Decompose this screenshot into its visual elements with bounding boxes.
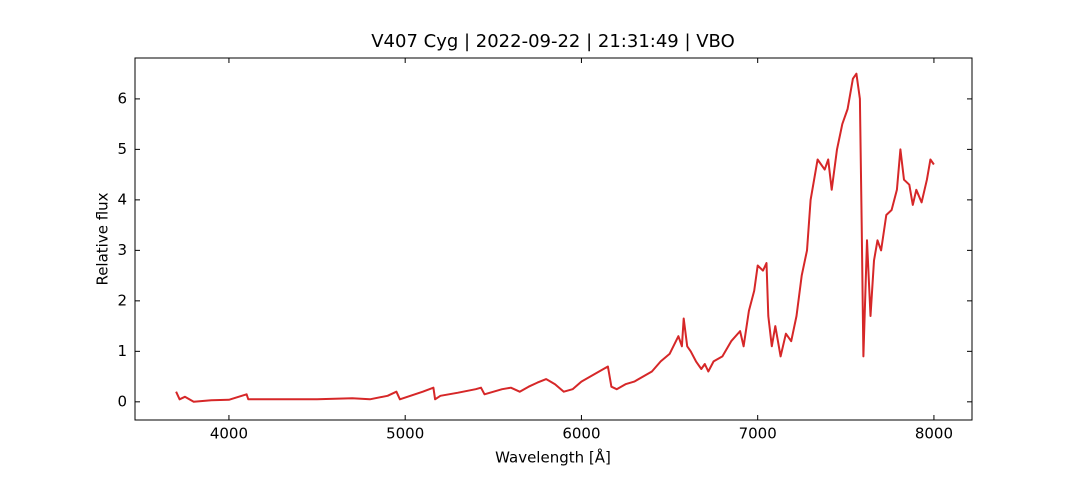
x-tick-label: 5000 [386, 425, 424, 443]
y-tick-label: 2 [117, 291, 127, 309]
y-tick-label: 1 [117, 342, 127, 360]
y-tick-label: 6 [117, 89, 127, 107]
x-axis-label: Wavelength [Å] [495, 448, 611, 467]
chart-title: V407 Cyg | 2022-09-22 | 21:31:49 | VBO [371, 31, 735, 52]
y-tick-label: 4 [117, 190, 127, 208]
x-tick-label: 6000 [562, 425, 600, 443]
plot-frame [134, 57, 973, 421]
x-tick-label: 8000 [915, 425, 953, 443]
y-tick-label: 3 [117, 241, 127, 259]
spectrum-line [175, 72, 935, 403]
x-tick-label: 7000 [739, 425, 777, 443]
y-tick-label: 0 [117, 392, 127, 410]
y-tick-label: 5 [117, 140, 127, 158]
x-tick-label: 4000 [210, 425, 248, 443]
y-axis-label: Relative flux [94, 192, 112, 285]
